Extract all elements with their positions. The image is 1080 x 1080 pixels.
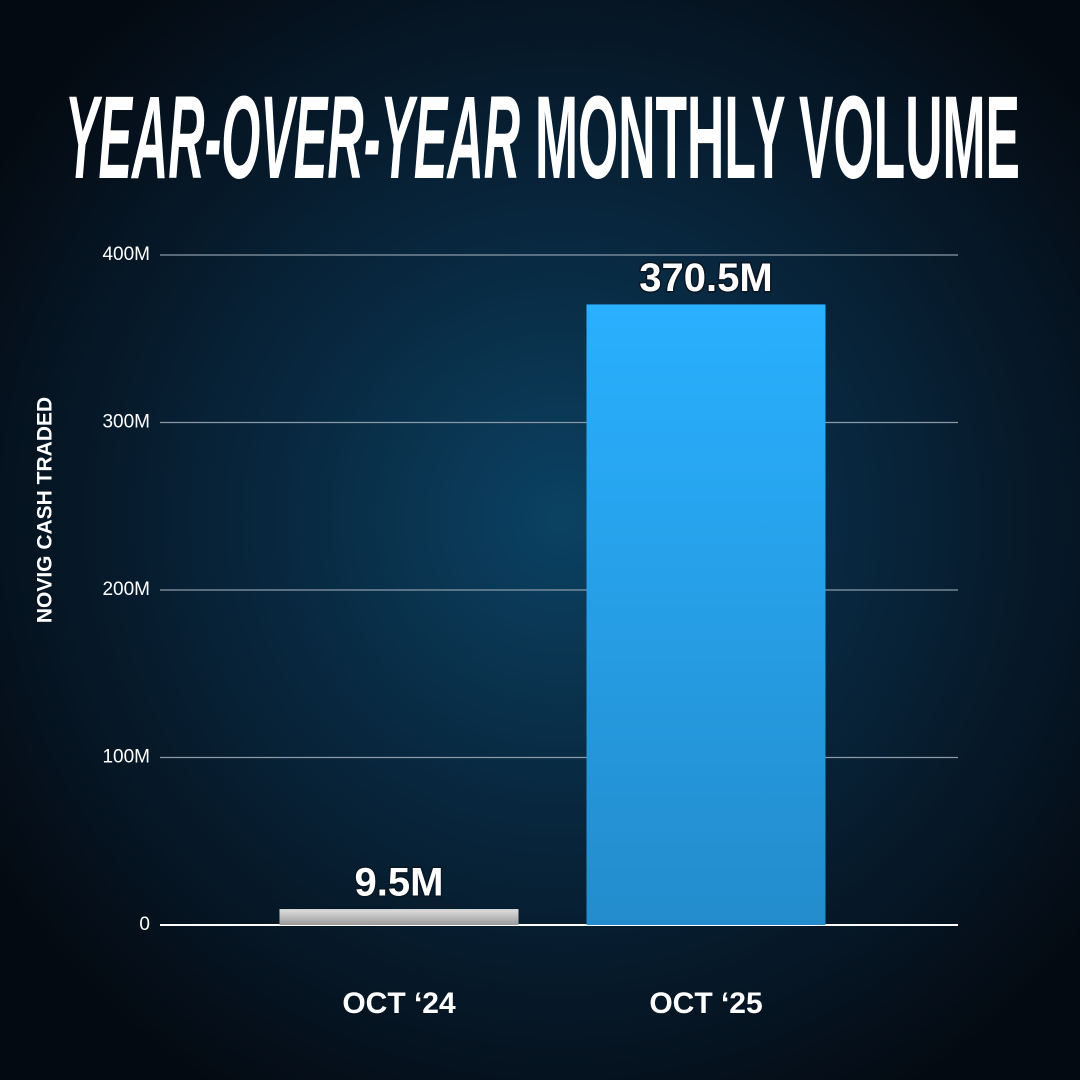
y-tick-label: 400M xyxy=(102,244,150,265)
y-axis-label: NOVIG CASH TRADED xyxy=(34,397,57,623)
y-tick-label: 100M xyxy=(102,747,150,768)
x-tick-label: OCT ‘25 xyxy=(649,987,762,1020)
value-label: 9.5M xyxy=(355,861,444,905)
y-tick-label: 200M xyxy=(102,579,150,600)
value-label: 370.5M xyxy=(639,256,772,300)
y-tick-label: 300M xyxy=(102,412,150,433)
x-tick-label: OCT ‘24 xyxy=(342,987,456,1020)
chart-title: YEAR-OVER-YEAR xyxy=(65,72,520,204)
bar xyxy=(586,304,826,926)
chart-title: MONTHLY VOLUME xyxy=(535,72,1020,204)
y-tick-label: 0 xyxy=(139,914,150,935)
bar xyxy=(279,909,519,925)
